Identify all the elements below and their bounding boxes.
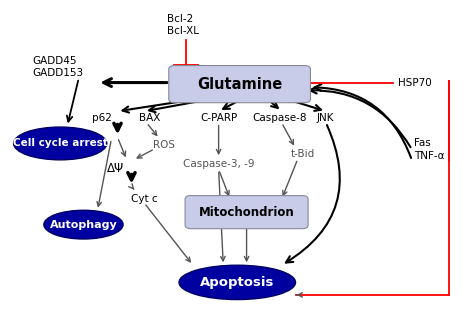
- Text: ROS: ROS: [154, 140, 175, 150]
- Text: t-Bid: t-Bid: [291, 149, 315, 159]
- Text: Cyt c: Cyt c: [131, 194, 158, 204]
- Text: Caspase-8: Caspase-8: [252, 113, 307, 123]
- Text: GADD45: GADD45: [32, 56, 77, 66]
- Text: Caspase-3, -9: Caspase-3, -9: [183, 159, 255, 169]
- Ellipse shape: [179, 265, 295, 300]
- Ellipse shape: [14, 127, 107, 160]
- Text: BAX: BAX: [139, 113, 161, 123]
- Text: Cell cycle arrest: Cell cycle arrest: [13, 139, 108, 148]
- Text: C-PARP: C-PARP: [200, 113, 237, 123]
- Text: Fas: Fas: [414, 139, 431, 148]
- Text: ΔΨ: ΔΨ: [107, 162, 124, 175]
- Text: Autophagy: Autophagy: [50, 220, 118, 230]
- Text: Bcl-2: Bcl-2: [167, 14, 193, 24]
- FancyBboxPatch shape: [185, 196, 308, 229]
- Text: Mitochondrion: Mitochondrion: [199, 206, 294, 219]
- Text: Glutamine: Glutamine: [197, 77, 282, 92]
- Text: Bcl-XL: Bcl-XL: [167, 26, 200, 36]
- Text: Apoptosis: Apoptosis: [200, 276, 274, 289]
- Text: JNK: JNK: [317, 113, 335, 123]
- Text: TNF-α: TNF-α: [414, 151, 445, 161]
- FancyBboxPatch shape: [169, 66, 310, 103]
- Text: p62: p62: [91, 113, 111, 123]
- Text: GADD153: GADD153: [32, 68, 83, 78]
- Ellipse shape: [44, 210, 123, 239]
- Text: HSP70: HSP70: [398, 77, 432, 88]
